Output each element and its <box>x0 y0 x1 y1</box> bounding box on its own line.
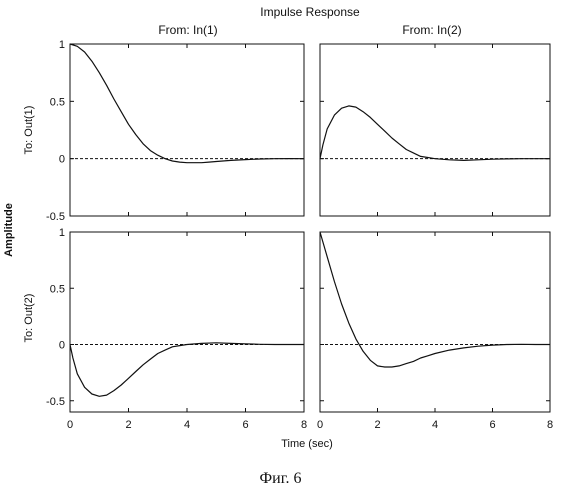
panel-1-1-ytick-label: 1 <box>59 39 65 51</box>
panel-2-1-ytick-label: 0.5 <box>50 283 65 295</box>
panel-2-2-xtick-label: 2 <box>374 419 380 431</box>
panel-2-2-xtick-label: 4 <box>432 419 438 431</box>
panel-1-2-frame <box>320 44 550 216</box>
panel-2-1-frame <box>70 232 304 412</box>
panel-2-1-xtick-label: 6 <box>242 419 248 431</box>
panel-2-2-xtick-label: 8 <box>547 419 553 431</box>
row-title-2: To: Out(2) <box>23 294 35 343</box>
panel-1-1-ytick-label: 0.5 <box>50 96 65 108</box>
panel-2-2: 0 2 4 6 8 <box>317 232 553 431</box>
chart-title: Impulse Response <box>260 5 360 19</box>
panel-1-2 <box>320 44 550 216</box>
panels-group: -0.500.51-0.500.510246802468 <box>46 39 553 431</box>
panel-2-2-frame <box>320 232 550 412</box>
panel-1-1-response-line <box>70 44 304 163</box>
y-axis-label: Amplitude <box>3 203 15 257</box>
figure-caption: Фиг. 6 <box>0 470 561 488</box>
panel-2-1-response-line <box>70 343 304 397</box>
panel-1-1-frame <box>70 44 304 216</box>
panel-2-1-xtick-label: 8 <box>301 419 307 431</box>
panel-2-1-ytick-label: -0.5 <box>46 396 65 408</box>
panel-2-1-xtick-label: 2 <box>125 419 131 431</box>
panel-1-1-ytick-label: 0 <box>59 154 65 166</box>
panel-2-2-xtick-label: 6 <box>489 419 495 431</box>
panel-1-1-ytick-label: -0.5 <box>46 211 65 223</box>
x-axis-label: Time (sec) <box>281 438 333 450</box>
panel-2-2-xtick-label: 0 <box>317 419 323 431</box>
impulse-response-figure: Impulse Response From: In(1) From: In(2)… <box>0 0 561 470</box>
panel-2-1-xtick-label: 4 <box>184 419 190 431</box>
column-title-2: From: In(2) <box>402 23 461 37</box>
panel-2-1-ytick-label: 1 <box>59 227 65 239</box>
row-title-1: To: Out(1) <box>23 106 35 155</box>
panel-2-1: -0.500.5102468 <box>46 227 307 431</box>
panel-2-1-ytick-label: 0 <box>59 340 65 352</box>
panel-2-2-response-line <box>320 232 550 367</box>
panel-1-1: -0.5 0 0.5 1 <box>46 39 304 223</box>
panel-1-2-response-line <box>320 106 550 160</box>
panel-2-1-xtick-label: 0 <box>67 419 73 431</box>
column-title-1: From: In(1) <box>158 23 217 37</box>
